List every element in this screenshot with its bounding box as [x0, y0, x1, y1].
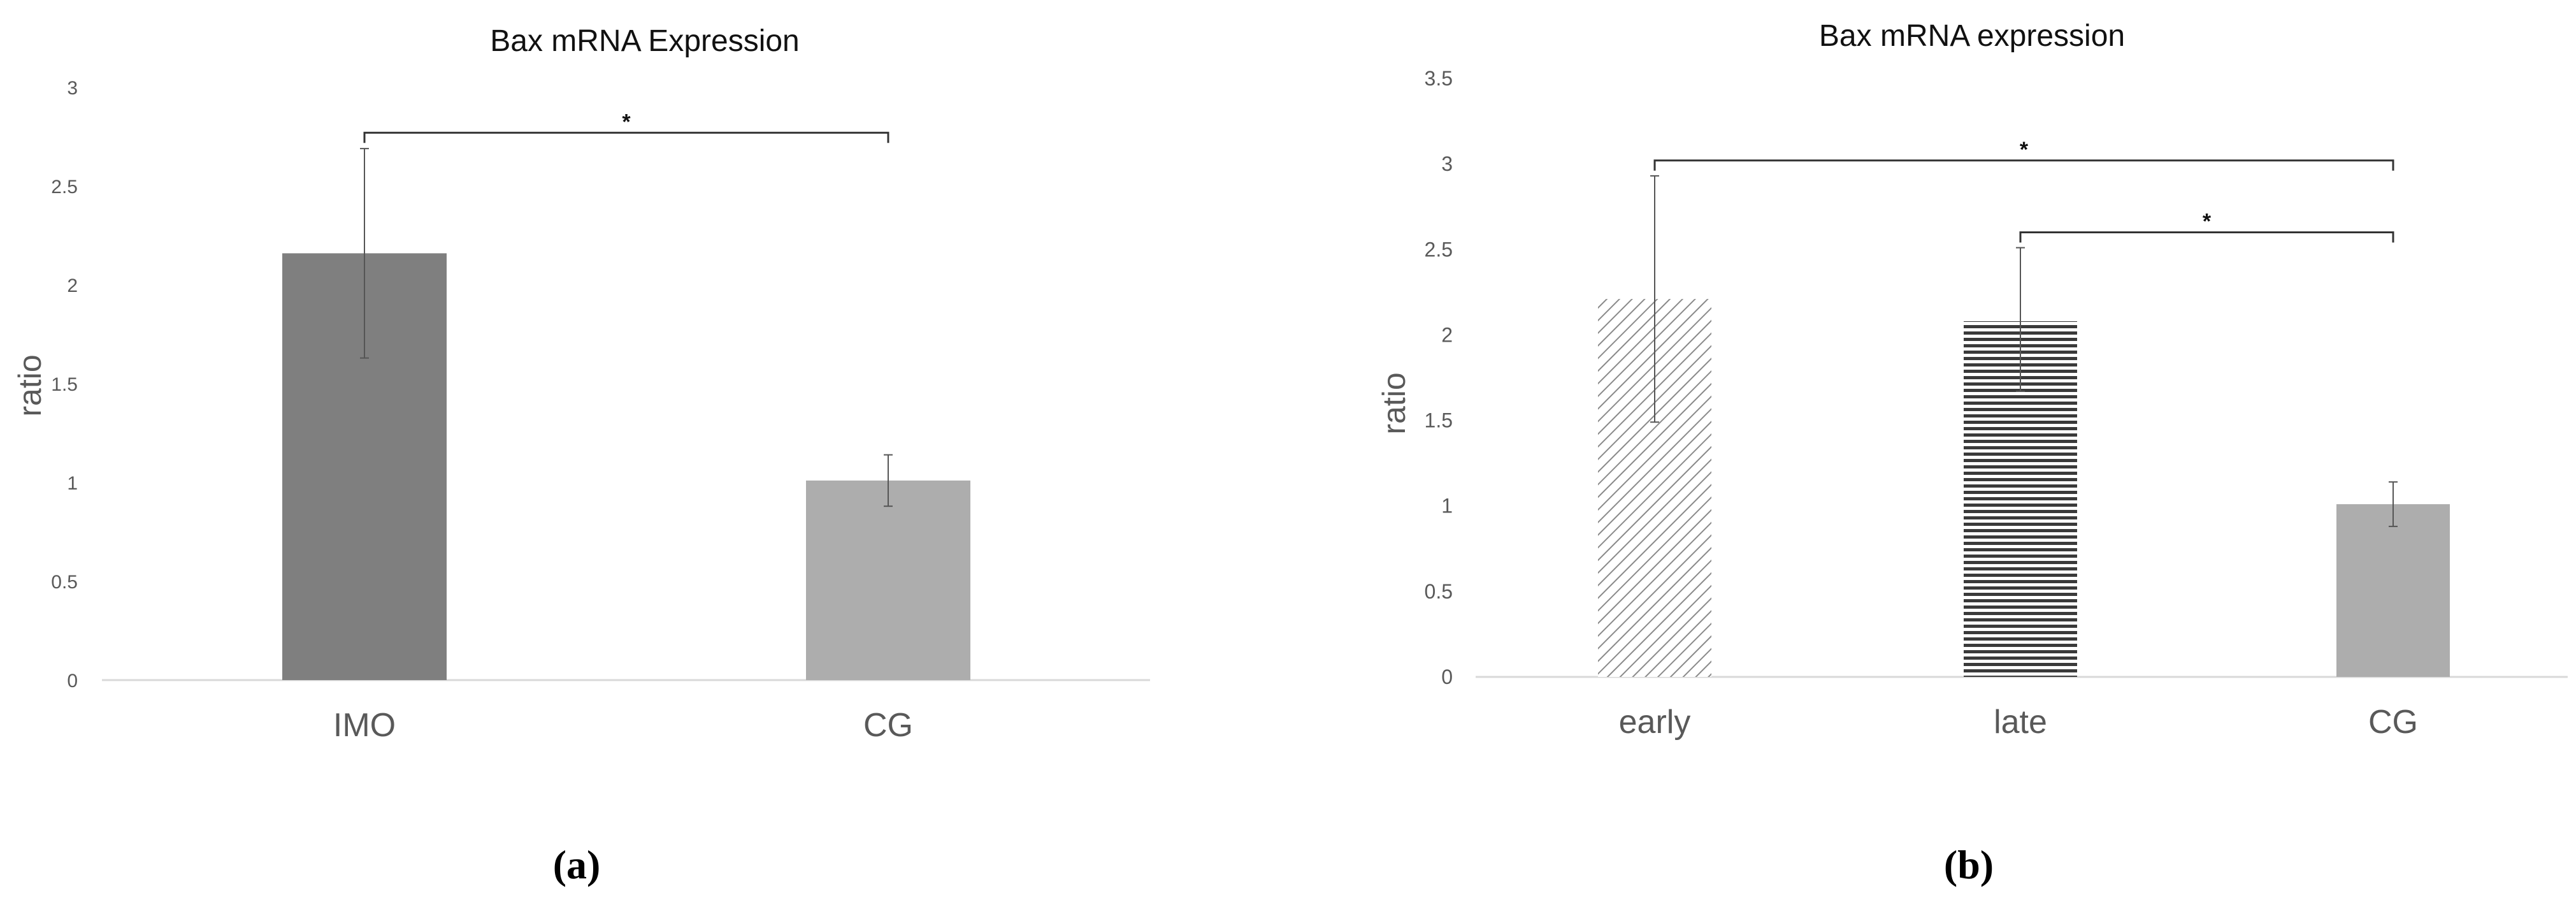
chart-a-y-tick-label: 3 [67, 78, 78, 99]
chart-b-significance-bracket [2019, 231, 2394, 243]
chart-a-significance-star: * [622, 110, 631, 134]
chart-b-title: Bax mRNA expression [1819, 19, 2125, 53]
chart-a: Bax mRNA Expression ratio (a) 0 0.5 1 1.5 2 2… [12, 24, 1150, 887]
chart-a-y-tick-label: 2 [67, 275, 78, 296]
chart-b: Bax mRNA expression ratio (b) 0 0.5 1 1.5 2 2… [1376, 19, 2568, 887]
chart-b-y-tick-label: 2 [1441, 323, 1453, 346]
chart-b-ylabel: ratio [1376, 372, 1412, 434]
chart-a-y-tick-label: 1.5 [51, 374, 78, 395]
chart-a-y-tick-label: 2.5 [51, 177, 78, 198]
chart-b-significance-bracket [1653, 159, 2394, 171]
chart-b-significance-star: * [2020, 138, 2029, 162]
chart-b-y-tick-label: 1 [1441, 495, 1453, 518]
chart-b-y-tick-label: 0.5 [1425, 580, 1453, 603]
chart-b-category-label: early [1619, 704, 1691, 741]
chart-b-y-tick-label: 3.5 [1425, 67, 1453, 90]
chart-b-panel-label: (b) [1944, 842, 1994, 887]
chart-a-y-tick-label: 0 [67, 671, 78, 692]
chart-b-y-tick-label: 2.5 [1425, 238, 1453, 261]
chart-b-category-label: late [1994, 704, 2047, 741]
chart-a-significance-bracket [363, 131, 889, 143]
chart-b-y-tick-label: 3 [1441, 152, 1453, 175]
chart-a-panel-label: (a) [553, 842, 601, 887]
chart-a-title: Bax mRNA Expression [490, 24, 800, 58]
chart-b-significance-star: * [2203, 209, 2212, 233]
chart-a-category-label: IMO [333, 707, 396, 744]
chart-a-y-tick-label: 0.5 [51, 572, 78, 593]
chart-a-bar-cg [806, 480, 970, 680]
chart-b-bar-cg [2336, 504, 2450, 677]
chart-b-y-tick-label: 1.5 [1425, 409, 1453, 432]
chart-b-category-label: CG [2368, 704, 2418, 741]
chart-a-ylabel: ratio [12, 354, 48, 416]
chart-a-category-label: CG [863, 707, 913, 744]
chart-b-y-tick-label: 0 [1441, 665, 1453, 688]
chart-a-y-tick-label: 1 [67, 473, 78, 494]
